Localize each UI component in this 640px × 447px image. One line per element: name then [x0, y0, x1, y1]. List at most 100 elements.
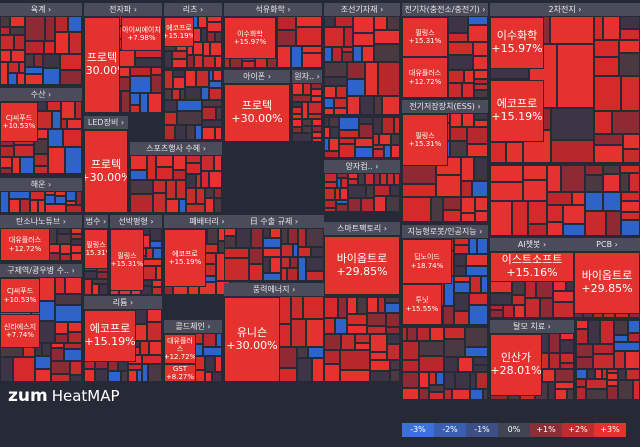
- stock-tile[interactable]: [473, 365, 488, 372]
- stock-tile[interactable]: [236, 228, 251, 248]
- stock-tile[interactable]: [60, 54, 82, 70]
- stock-tile[interactable]: [506, 142, 523, 163]
- stock-tile[interactable]: [603, 174, 620, 192]
- stock-tile[interactable]: [386, 327, 400, 334]
- sector-title[interactable]: 풍력에너지: [224, 283, 324, 296]
- stock-tile[interactable]: [130, 170, 147, 180]
- stock-tile[interactable]: [292, 127, 302, 133]
- stock-tile[interactable]: [0, 146, 14, 157]
- stock-tile[interactable]: [177, 100, 202, 111]
- stock-tile[interactable]: [214, 188, 222, 198]
- stock-tile[interactable]: [382, 96, 400, 115]
- stock-tile[interactable]: [20, 199, 30, 213]
- stock-tile[interactable]: [374, 196, 386, 212]
- stock-tile[interactable]: [153, 248, 162, 259]
- stock-tile[interactable]: [444, 389, 452, 400]
- stock-tile[interactable]: [607, 369, 618, 373]
- stock-tile[interactable]: [490, 293, 512, 305]
- stock-tile[interactable]: [214, 198, 222, 213]
- stock-tile[interactable]: [324, 86, 336, 98]
- stock-tile[interactable]: [55, 322, 68, 334]
- stock-tile[interactable]: [186, 188, 196, 204]
- stock-tile[interactable]: [71, 253, 82, 261]
- stock-tile[interactable]: [594, 134, 623, 145]
- stock-tile[interactable]: [209, 81, 222, 88]
- stock-tile[interactable]: [281, 228, 288, 244]
- stock-tile[interactable]: [474, 157, 488, 181]
- stock-tile[interactable]: [514, 305, 525, 318]
- stock-tile[interactable]: [342, 52, 353, 62]
- stock-tile[interactable]: [0, 191, 9, 213]
- stock-tile[interactable]: [201, 87, 209, 100]
- stock-tile[interactable]: [612, 111, 640, 134]
- stock-tile[interactable]: [619, 40, 640, 53]
- stock-tile[interactable]: [444, 372, 455, 389]
- stock-tile[interactable]: [359, 117, 373, 124]
- stock-tile[interactable]: [365, 62, 378, 96]
- stock-tile[interactable]: [348, 198, 361, 212]
- stock-tile[interactable]: [474, 113, 488, 120]
- stock-tile[interactable]: [402, 388, 419, 400]
- stock-tile[interactable]: [563, 205, 585, 224]
- stock-tile[interactable]: [386, 313, 400, 327]
- stock-tile[interactable]: [402, 327, 407, 341]
- stock-tile[interactable]: [334, 98, 347, 108]
- stock-tile[interactable]: [334, 108, 347, 115]
- stock-tile[interactable]: [324, 173, 337, 182]
- stock-tile[interactable]: [51, 343, 64, 348]
- stock-tile[interactable]: [17, 73, 25, 85]
- stock-tile[interactable]: [481, 276, 488, 293]
- stock-tile[interactable]: [603, 165, 620, 174]
- stock-tile[interactable]: [128, 364, 142, 370]
- stock-tile[interactable]: [92, 279, 108, 284]
- stock-tile[interactable]: [337, 173, 348, 178]
- stock-tile[interactable]: [308, 102, 322, 114]
- stock-tile[interactable]: [0, 27, 10, 35]
- stock-tile[interactable]: [614, 335, 628, 342]
- stock-tile[interactable]: 에코프로 +15.19%: [490, 80, 544, 142]
- stock-tile[interactable]: [585, 165, 603, 175]
- stock-tile[interactable]: [387, 173, 394, 185]
- stock-tile[interactable]: [140, 93, 148, 113]
- stock-tile[interactable]: [303, 83, 311, 95]
- stock-tile[interactable]: [465, 347, 488, 357]
- stock-tile[interactable]: 프로텍+30.00%: [84, 17, 120, 113]
- stock-tile[interactable]: [378, 62, 400, 96]
- stock-tile[interactable]: [263, 238, 281, 248]
- stock-tile[interactable]: [57, 228, 71, 234]
- stock-tile[interactable]: [365, 173, 374, 185]
- stock-tile[interactable]: [461, 181, 472, 197]
- stock-tile[interactable]: [444, 327, 465, 339]
- stock-tile[interactable]: [207, 228, 218, 244]
- stock-tile[interactable]: [8, 62, 19, 73]
- sector-title[interactable]: 日 수출 규제: [224, 215, 324, 228]
- stock-tile[interactable]: [150, 241, 162, 248]
- stock-tile[interactable]: [324, 98, 334, 108]
- stock-tile[interactable]: [402, 197, 431, 222]
- stock-tile[interactable]: [186, 155, 201, 163]
- stock-tile[interactable]: [560, 333, 574, 340]
- stock-tile[interactable]: [55, 32, 69, 54]
- stock-tile[interactable]: [379, 134, 391, 145]
- stock-tile[interactable]: [387, 16, 400, 30]
- stock-tile[interactable]: [130, 180, 153, 194]
- stock-tile[interactable]: [302, 102, 308, 119]
- stock-tile[interactable]: [281, 244, 293, 257]
- stock-tile[interactable]: [55, 196, 66, 204]
- stock-tile[interactable]: [297, 358, 312, 382]
- stock-tile[interactable]: [448, 83, 462, 98]
- stock-tile[interactable]: [387, 334, 400, 344]
- stock-tile[interactable]: [548, 382, 555, 400]
- stock-tile[interactable]: [429, 385, 444, 392]
- stock-tile[interactable]: [150, 228, 162, 241]
- stock-tile[interactable]: [209, 171, 222, 188]
- stock-tile[interactable]: 신라에스지 +7.74%: [0, 314, 40, 348]
- stock-tile[interactable]: [374, 173, 380, 185]
- stock-tile[interactable]: [130, 93, 140, 105]
- stock-tile[interactable]: [298, 228, 306, 247]
- stock-tile[interactable]: [207, 16, 222, 22]
- stock-tile[interactable]: [358, 173, 365, 185]
- stock-tile[interactable]: [296, 16, 322, 27]
- stock-tile[interactable]: [64, 343, 82, 349]
- stock-tile[interactable]: [311, 89, 322, 96]
